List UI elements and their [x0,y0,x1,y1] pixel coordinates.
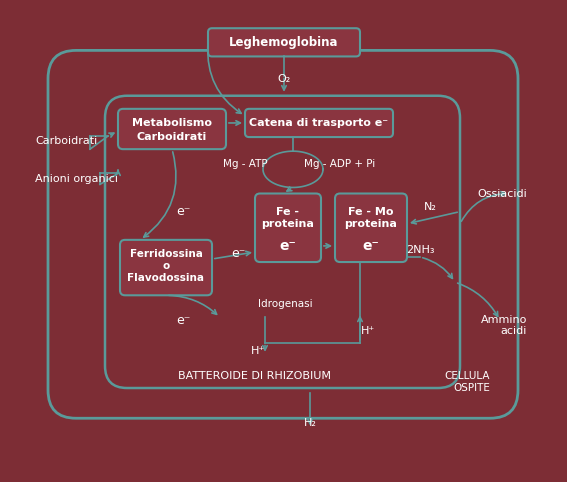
Text: O₂: O₂ [277,74,291,83]
Text: 2NH₃: 2NH₃ [406,245,434,255]
Text: proteina: proteina [345,219,397,229]
Text: H₂: H₂ [303,418,316,428]
Text: Mg - ADP + Pi: Mg - ADP + Pi [304,159,375,169]
Text: Anioni organici: Anioni organici [35,174,118,185]
FancyBboxPatch shape [120,240,212,295]
Text: Ammino
acidi: Ammino acidi [481,315,527,336]
Text: H⁺: H⁺ [251,346,265,356]
Text: e⁻: e⁻ [362,239,379,253]
Text: o: o [162,261,170,271]
Text: e⁻: e⁻ [231,247,245,260]
Text: Rhizobium: Rhizobium [468,456,523,467]
Text: Leghemoglobina: Leghemoglobina [229,36,338,49]
Text: e⁻: e⁻ [176,314,190,327]
Text: N₂: N₂ [424,201,437,212]
Text: proteina: proteina [261,219,315,229]
Text: Flavodossina: Flavodossina [128,273,205,283]
Text: OSPITE: OSPITE [453,383,490,393]
Text: H⁺: H⁺ [361,325,375,335]
Text: Ferridossina: Ferridossina [130,249,202,259]
Text: Mg - ATP: Mg - ATP [223,159,267,169]
Text: Nitrogenasi e meccanismo biochimico di fissazione dell’azotoin un batteroide di: Nitrogenasi e meccanismo biochimico di f… [8,456,429,467]
Text: BATTEROIDE DI RHIZOBIUM: BATTEROIDE DI RHIZOBIUM [179,371,332,381]
Text: Catena di trasporto e⁻: Catena di trasporto e⁻ [249,118,388,128]
Text: Carboidrati: Carboidrati [137,132,207,142]
Text: Carboidrati: Carboidrati [35,136,98,146]
FancyBboxPatch shape [245,109,393,137]
FancyBboxPatch shape [335,193,407,262]
Text: Metabolismo: Metabolismo [132,118,212,128]
Text: CELLULA: CELLULA [445,371,490,381]
Text: Fe -: Fe - [277,207,299,216]
FancyBboxPatch shape [118,109,226,149]
Text: Fe - Mo: Fe - Mo [348,207,393,216]
Text: e⁻: e⁻ [280,239,297,253]
Text: Idrogenasi: Idrogenasi [257,299,312,309]
FancyBboxPatch shape [208,28,360,56]
Text: e⁻: e⁻ [176,205,190,218]
FancyBboxPatch shape [255,193,321,262]
Text: Ossiacidi: Ossiacidi [477,188,527,199]
